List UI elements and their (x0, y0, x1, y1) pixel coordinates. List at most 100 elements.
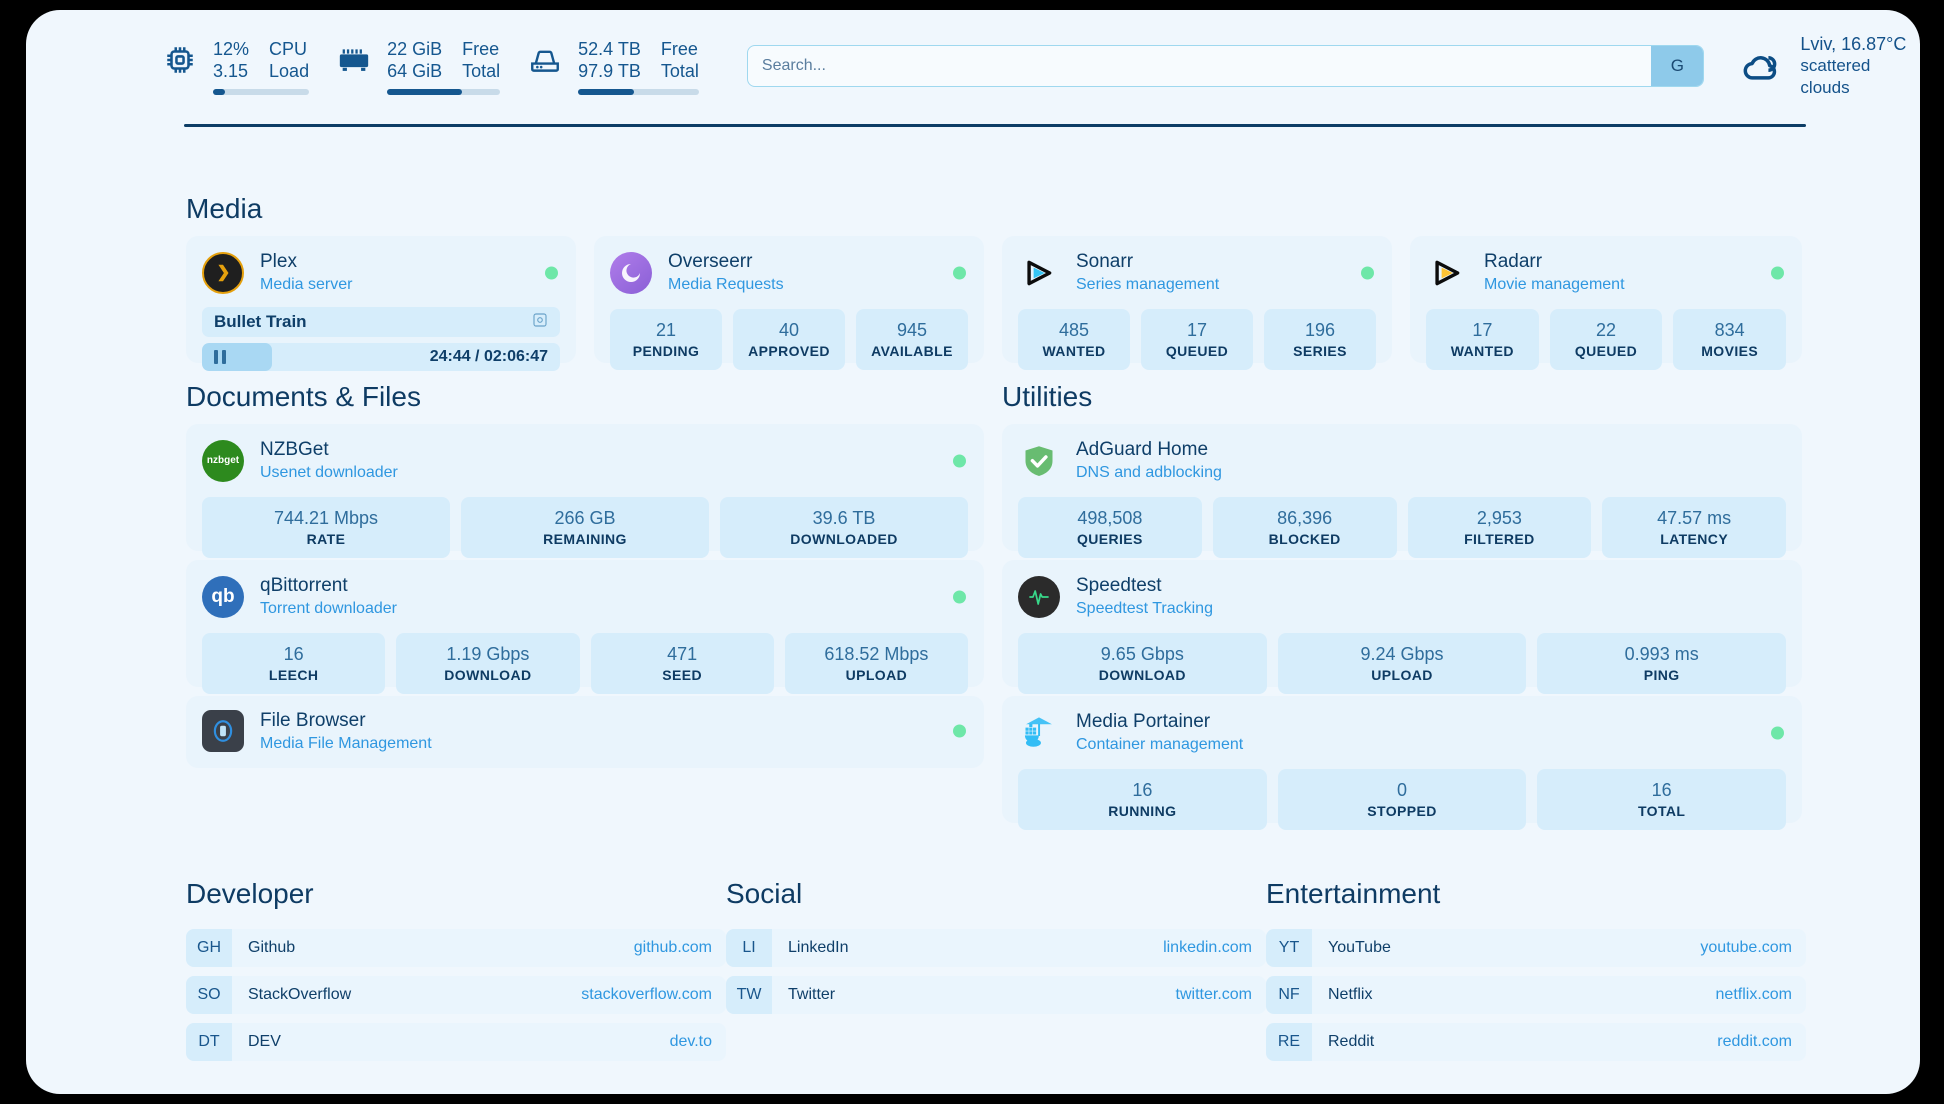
stat-value: 9.65 Gbps (1100, 644, 1184, 664)
stat-box[interactable]: 39.6 TB DOWNLOADED (720, 497, 968, 558)
speedtest-name: Speedtest (1076, 575, 1162, 596)
portainer-name: Media Portainer (1076, 711, 1211, 732)
cloud-icon (1740, 44, 1784, 88)
bookmark-group-title: Developer (186, 878, 314, 909)
search-input[interactable] (747, 46, 1652, 86)
bookmark-item[interactable]: NF Netflix netflix.com (1266, 976, 1806, 1014)
stat-box[interactable]: 498,508 QUERIES (1018, 497, 1202, 558)
bookmark-item[interactable]: LI LinkedIn linkedin.com (726, 929, 1266, 967)
stat-box[interactable]: 17 QUEUED (1141, 309, 1253, 370)
bookmark-name: DEV (248, 1033, 281, 1050)
weather-condition: scattered clouds (1800, 56, 1871, 97)
stat-label: DOWNLOAD (1098, 667, 1186, 683)
stat-box[interactable]: 2,953 FILTERED (1407, 497, 1592, 558)
cpu-icon (161, 41, 199, 79)
stat-cpu-value-2: 3.15 (213, 60, 249, 81)
stat-box[interactable]: 485 WANTED (1018, 309, 1130, 370)
stat-label: QUEUED (1165, 343, 1229, 359)
bookmark-url: github.com (633, 939, 712, 956)
filebrowser-name: File Browser (260, 709, 366, 731)
stat-box[interactable]: 744.21 Mbps RATE (202, 497, 450, 558)
bookmark-url: reddit.com (1717, 1033, 1792, 1050)
bookmark-item[interactable]: SO StackOverflow stackoverflow.com (186, 976, 726, 1014)
stat-memory-label-1: Free (462, 38, 500, 59)
bookmark-item[interactable]: DT DEV dev.to (186, 1023, 726, 1061)
stat-box[interactable]: 21 PENDING (610, 309, 722, 370)
stat-box[interactable]: 0.993 ms PING (1537, 633, 1787, 694)
stat-memory-bar (387, 88, 501, 95)
stat-label: AVAILABLE (871, 343, 953, 359)
stat-memory-value-2: 64 GiB (387, 60, 443, 81)
service-card-adguard[interactable]: AdGuard Home DNS and adblocking 498,508 … (1002, 424, 1802, 558)
stat-value: 47.57 ms (1657, 508, 1732, 528)
stat-box[interactable]: 266 GB REMAINING (461, 497, 709, 558)
bookmark-item[interactable]: YT YouTube youtube.com (1266, 929, 1806, 967)
stat-box[interactable]: 1.19 Gbps DOWNLOAD (396, 633, 580, 694)
stat-label: TOTAL (1637, 803, 1686, 819)
stat-disk-value-1: 52.4 TB (578, 38, 641, 59)
disk-icon (526, 41, 564, 79)
stat-box[interactable]: 9.65 Gbps DOWNLOAD (1018, 633, 1267, 694)
stat-box[interactable]: 618.52 Mbps UPLOAD (784, 633, 968, 694)
service-card-overseerr[interactable]: Overseerr Media Requests 21 PENDING 40 A… (594, 236, 984, 370)
sonarr-name: Sonarr (1076, 251, 1134, 272)
stat-label: SERIES (1293, 343, 1347, 359)
service-card-portainer[interactable]: Media Portainer Container management 16 … (1002, 696, 1802, 830)
stat-box[interactable]: 22 QUEUED (1549, 309, 1663, 370)
bookmark-abbr: NF (1266, 976, 1312, 1014)
search-submit-button[interactable]: G (1651, 46, 1704, 86)
stat-box[interactable]: 471 SEED (590, 633, 774, 694)
stat-box[interactable]: 0 STOPPED (1277, 769, 1527, 830)
service-card-plex[interactable]: Plex Media server Bullet Train 24:44 / 0… (186, 236, 576, 371)
service-card-filebrowser[interactable]: File Browser Media File Management (186, 696, 984, 768)
stat-box[interactable]: 9.24 Gbps UPLOAD (1277, 633, 1527, 694)
stat-value: 266 GB (554, 508, 616, 528)
portainer-stats: 16 RUNNING 0 STOPPED 16 TOTAL (1018, 769, 1787, 830)
stat-value: 744.21 Mbps (273, 508, 379, 528)
sonarr-status-dot (1361, 266, 1374, 279)
plex-progress-fill (202, 343, 272, 371)
stat-box[interactable]: 834 MOVIES (1673, 309, 1787, 370)
bookmark-group-social: Social LI LinkedIn linkedin.com TW Twitt… (726, 878, 1266, 1023)
stat-box[interactable]: 86,396 BLOCKED (1212, 497, 1397, 558)
pause-icon[interactable] (214, 350, 226, 364)
adguard-stats: 498,508 QUERIES 86,396 BLOCKED 2,953 FIL… (1018, 497, 1786, 558)
stat-label: PING (1643, 667, 1680, 683)
service-card-radarr[interactable]: Radarr Movie management 17 WANTED 22 QUE… (1410, 236, 1802, 370)
stat-box[interactable]: 16 LEECH (202, 633, 386, 694)
stat-box[interactable]: 945 AVAILABLE (856, 309, 968, 370)
adguard-header: AdGuard Home DNS and adblocking (1018, 438, 1786, 483)
stat-cpu: 12% 3.15 CPU Load (161, 38, 310, 95)
stat-disk-label-2: Total (660, 60, 699, 81)
stat-value: 17 (1472, 320, 1493, 340)
media-section-title: Media (186, 193, 263, 224)
stat-label: RUNNING (1108, 803, 1177, 819)
media-section-title-wrap: Media (186, 193, 262, 225)
stat-box[interactable]: 47.57 ms LATENCY (1602, 497, 1786, 558)
service-card-qbittorrent[interactable]: qb qBittorrent Torrent downloader 16 LEE… (186, 560, 984, 694)
service-card-nzbget[interactable]: nzbget NZBGet Usenet downloader 744.21 M… (186, 424, 984, 558)
overseerr-status-dot (953, 266, 966, 279)
service-card-sonarr[interactable]: Sonarr Series management 485 WANTED 17 Q… (1002, 236, 1392, 370)
stat-label: REMAINING (543, 531, 627, 547)
stat-label: RATE (306, 531, 346, 547)
plex-cast-icon[interactable] (532, 312, 548, 333)
bookmark-item[interactable]: RE Reddit reddit.com (1266, 1023, 1806, 1061)
portainer-desc: Container management (1076, 736, 1244, 753)
stat-memory: 22 GiB 64 GiB Free Total (335, 38, 501, 95)
stat-box[interactable]: 16 TOTAL (1537, 769, 1787, 830)
bookmark-item[interactable]: TW Twitter twitter.com (726, 976, 1266, 1014)
service-card-speedtest[interactable]: Speedtest Speedtest Tracking 9.65 Gbps D… (1002, 560, 1802, 694)
filebrowser-desc: Media File Management (260, 734, 432, 752)
stat-label: DOWNLOADED (790, 531, 898, 547)
stat-label: UPLOAD (1371, 667, 1433, 683)
plex-progress-bar[interactable]: 24:44 / 02:06:47 (202, 343, 560, 371)
nzbget-stats: 744.21 Mbps RATE 266 GB REMAINING 39.6 T… (202, 497, 968, 558)
stat-box[interactable]: 40 APPROVED (733, 309, 845, 370)
search-bar[interactable]: G (746, 45, 1705, 87)
stat-box[interactable]: 16 RUNNING (1018, 769, 1267, 830)
stat-value: 945 (896, 320, 928, 340)
bookmark-item[interactable]: GH Github github.com (186, 929, 726, 967)
stat-box[interactable]: 17 WANTED (1426, 309, 1539, 370)
stat-box[interactable]: 196 SERIES (1264, 309, 1376, 370)
